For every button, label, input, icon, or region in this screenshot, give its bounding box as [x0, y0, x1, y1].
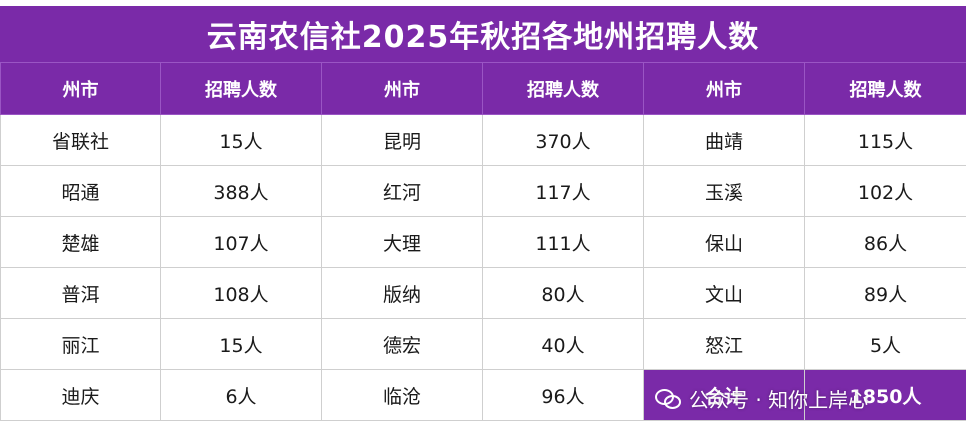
count-cell: 80人 — [482, 267, 644, 319]
recruitment-table: 州市 招聘人数 州市 招聘人数 州市 招聘人数 省联社 15人 昆明 370人 … — [0, 62, 966, 421]
count-cell: 15人 — [160, 114, 322, 166]
count-cell: 388人 — [160, 165, 322, 217]
count-cell: 111人 — [482, 216, 644, 268]
count-cell: 370人 — [482, 114, 644, 166]
count-cell: 115人 — [804, 114, 966, 166]
header-region: 州市 — [643, 62, 805, 115]
count-cell: 5人 — [804, 318, 966, 370]
header-count: 招聘人数 — [160, 62, 322, 115]
region-cell: 版纳 — [321, 267, 483, 319]
header-count: 招聘人数 — [482, 62, 644, 115]
count-cell: 102人 — [804, 165, 966, 217]
region-cell: 保山 — [643, 216, 805, 268]
total-value: 1850人 — [804, 369, 966, 421]
region-cell: 省联社 — [0, 114, 161, 166]
table-header-row: 州市 招聘人数 州市 招聘人数 州市 招聘人数 — [0, 62, 966, 115]
count-cell: 40人 — [482, 318, 644, 370]
region-cell: 昆明 — [321, 114, 483, 166]
header-count: 招聘人数 — [804, 62, 966, 115]
count-cell: 86人 — [804, 216, 966, 268]
count-cell: 15人 — [160, 318, 322, 370]
count-cell: 107人 — [160, 216, 322, 268]
region-cell: 迪庆 — [0, 369, 161, 421]
table-row: 普洱 108人 版纳 80人 文山 89人 — [0, 267, 966, 319]
region-cell: 临沧 — [321, 369, 483, 421]
table-row: 丽江 15人 德宏 40人 怒江 5人 — [0, 318, 966, 370]
count-cell: 89人 — [804, 267, 966, 319]
region-cell: 怒江 — [643, 318, 805, 370]
region-cell: 昭通 — [0, 165, 161, 217]
region-cell: 红河 — [321, 165, 483, 217]
header-region: 州市 — [0, 62, 161, 115]
region-cell: 楚雄 — [0, 216, 161, 268]
header-region: 州市 — [321, 62, 483, 115]
count-cell: 96人 — [482, 369, 644, 421]
region-cell: 普洱 — [0, 267, 161, 319]
count-cell: 6人 — [160, 369, 322, 421]
total-label: 合计 — [643, 369, 805, 421]
table-row: 楚雄 107人 大理 111人 保山 86人 — [0, 216, 966, 268]
region-cell: 德宏 — [321, 318, 483, 370]
region-cell: 玉溪 — [643, 165, 805, 217]
count-cell: 117人 — [482, 165, 644, 217]
top-strip — [0, 0, 966, 6]
region-cell: 丽江 — [0, 318, 161, 370]
table-row: 昭通 388人 红河 117人 玉溪 102人 — [0, 165, 966, 217]
table-row: 迪庆 6人 临沧 96人 合计 1850人 — [0, 369, 966, 421]
region-cell: 文山 — [643, 267, 805, 319]
page-title: 云南农信社2025年秋招各地州招聘人数 — [0, 6, 966, 62]
region-cell: 曲靖 — [643, 114, 805, 166]
table-row: 省联社 15人 昆明 370人 曲靖 115人 — [0, 114, 966, 166]
count-cell: 108人 — [160, 267, 322, 319]
region-cell: 大理 — [321, 216, 483, 268]
